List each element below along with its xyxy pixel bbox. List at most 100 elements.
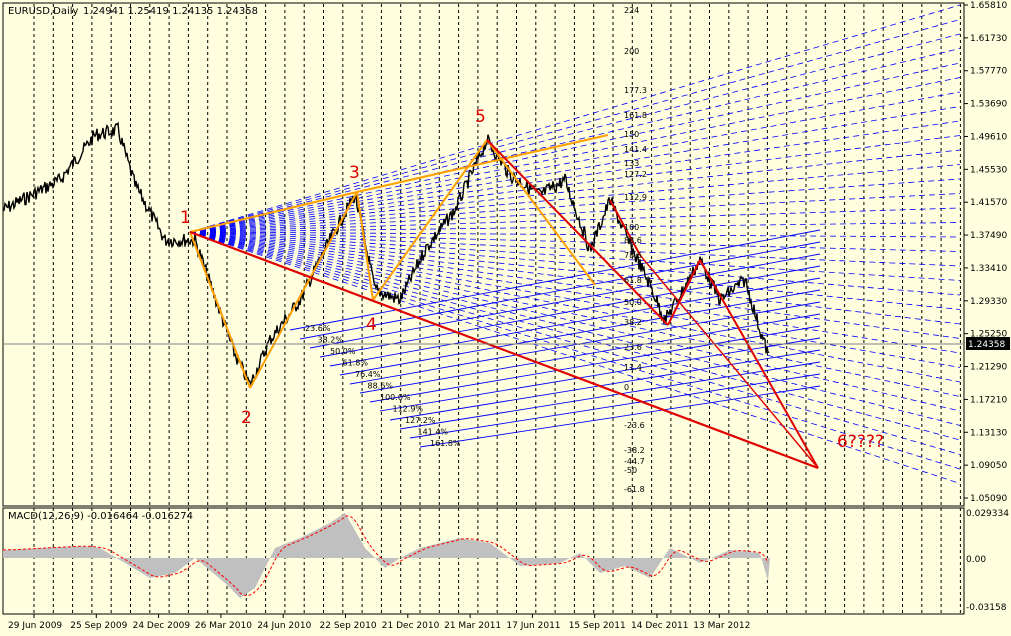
fib-fan-line: [189, 231, 961, 383]
fibonacci-fan-lines: [189, 4, 961, 484]
price-tick-label: 1.17210: [970, 395, 1007, 405]
price-line: [2, 121, 770, 387]
fib-fan-line: [189, 19, 961, 233]
wave-line: [609, 199, 641, 256]
fib-channel-line: [319, 265, 821, 358]
fib-fan-line: [189, 106, 961, 233]
fib-channel-line: [409, 373, 821, 439]
time-tick-label: 22 Sep 2010: [320, 621, 377, 631]
fib-level-label: 88.6: [624, 236, 642, 245]
fib-percent-label: 23.6%: [305, 324, 331, 333]
fib-fan-line: [189, 231, 961, 281]
wave-label-5: 5: [475, 107, 486, 127]
fib-fan-line: [189, 178, 961, 233]
wave-line: [639, 254, 819, 469]
chart-symbol: EURUSD,Daily: [8, 6, 79, 17]
fib-level-label: 200: [624, 47, 639, 56]
fib-fan-line: [189, 222, 961, 233]
current-price-tag: [966, 337, 1010, 350]
wave-label-1: 1: [180, 208, 191, 228]
fib-fan-line: [189, 231, 961, 238]
fib-channel-line: [339, 289, 821, 376]
fib-level-label: 100: [624, 223, 639, 232]
fib-channel-line: [289, 229, 821, 331]
fib-level-label: 50.0: [624, 298, 642, 307]
macd-tick-bottom: -0.03158: [966, 603, 1007, 613]
price-tick-label: 1.21290: [970, 363, 1007, 373]
fib-percent-label: 141.4%: [418, 428, 449, 437]
fib-percent-label: 100.0%: [380, 393, 411, 402]
time-tick-label: 15 Sep 2011: [569, 621, 626, 631]
price-tick-label: 1.61730: [970, 34, 1007, 44]
time-axis: 29 Jun 2009 25 Sep 2009 24 Dec 2009 26 Mar …: [8, 614, 750, 631]
fib-level-label: 23.6: [624, 343, 642, 352]
price-tick-label: 1.33410: [970, 264, 1007, 274]
fib-level-label: 224: [624, 6, 639, 15]
fib-fan-line: [189, 164, 961, 233]
price-tick-label: 1.37490: [970, 231, 1007, 241]
fib-level-label: 161.8: [624, 111, 647, 120]
fib-channel-line: [329, 277, 821, 367]
wave-line: [249, 191, 358, 389]
fib-fan-line: [189, 4, 961, 233]
price-series: [2, 121, 770, 387]
time-tick-label: 21 Dec 2010: [382, 621, 440, 631]
wave-label-3: 3: [349, 163, 360, 183]
fib-percent-label: 88.6%: [368, 382, 394, 391]
fib-level-label: 112.9: [624, 193, 647, 202]
wave-pattern-lines: [189, 134, 819, 470]
price-tick-label: 1.45530: [970, 165, 1007, 175]
fib-channel-line: [309, 253, 821, 349]
fib-level-label: 61.8: [624, 276, 642, 285]
fib-channel-line: [379, 337, 821, 412]
current-price-value: 1.24358: [968, 340, 1005, 350]
fib-percent-label: 127.2%: [405, 416, 436, 425]
fib-fan-line: [189, 231, 961, 470]
fib-level-label: 133: [624, 159, 639, 168]
wave-line: [189, 191, 358, 233]
fib-level-label: 150: [624, 130, 639, 139]
time-tick-label: 13 Mar 2012: [693, 621, 750, 631]
fib-fan-line: [189, 231, 961, 267]
price-axis: 1.65810 1.61730 1.57770 1.53690 1.49610 1.455…: [964, 1, 1007, 504]
macd-signal-line: [2, 515, 769, 597]
price-pane-frame: [2, 2, 965, 507]
fib-fan-line: [189, 33, 961, 233]
fib-level-label: 11.4: [624, 363, 642, 372]
wave-label-4: 4: [366, 315, 377, 335]
fib-level-label: 78.6: [624, 251, 642, 260]
time-tick-label: 14 Dec 2011: [631, 621, 689, 631]
wave-line: [356, 134, 609, 193]
time-tick-label: 29 Jun 2009: [8, 621, 62, 631]
time-tick-label: 21 Mar 2011: [444, 621, 501, 631]
fib-fan-line: [189, 231, 961, 441]
fib-level-label: -23.6: [624, 421, 645, 430]
wave-line: [356, 191, 374, 301]
fib-level-label: 141.4: [624, 145, 647, 154]
price-tick-label: 1.25250: [970, 330, 1007, 340]
fib-level-label: 127.2: [624, 170, 647, 179]
fib-percent-label: 38.2%: [318, 336, 344, 345]
price-tick-label: 1.09050: [970, 461, 1007, 471]
wave-line: [486, 139, 669, 326]
price-tick-label: 1.65810: [970, 1, 1007, 11]
fib-fan-line: [189, 62, 961, 233]
time-tick-label: 25 Sep 2009: [70, 621, 127, 631]
price-tick-label: 1.13130: [970, 428, 1007, 438]
fib-level-label: 0: [624, 383, 629, 392]
macd-indicator: [2, 513, 770, 598]
fib-fan-line: [189, 231, 961, 296]
fib-fan-line: [189, 149, 961, 233]
fib-percent-label: 76.4%: [355, 370, 381, 379]
fib-fan-line: [189, 207, 961, 233]
fib-percent-label: 61.8%: [343, 359, 369, 368]
time-tick-label: 17 Jun 2011: [506, 621, 560, 631]
macd-label: MACD(12,26,9) -0.016464 -0.016274: [8, 511, 193, 522]
price-tick-label: 1.57770: [970, 67, 1007, 77]
fib-percent-label: 112.9%: [393, 405, 424, 414]
wave-line: [189, 230, 819, 470]
fib-level-label: -44.7: [624, 457, 645, 466]
price-tick-label: 1.53690: [970, 100, 1007, 110]
